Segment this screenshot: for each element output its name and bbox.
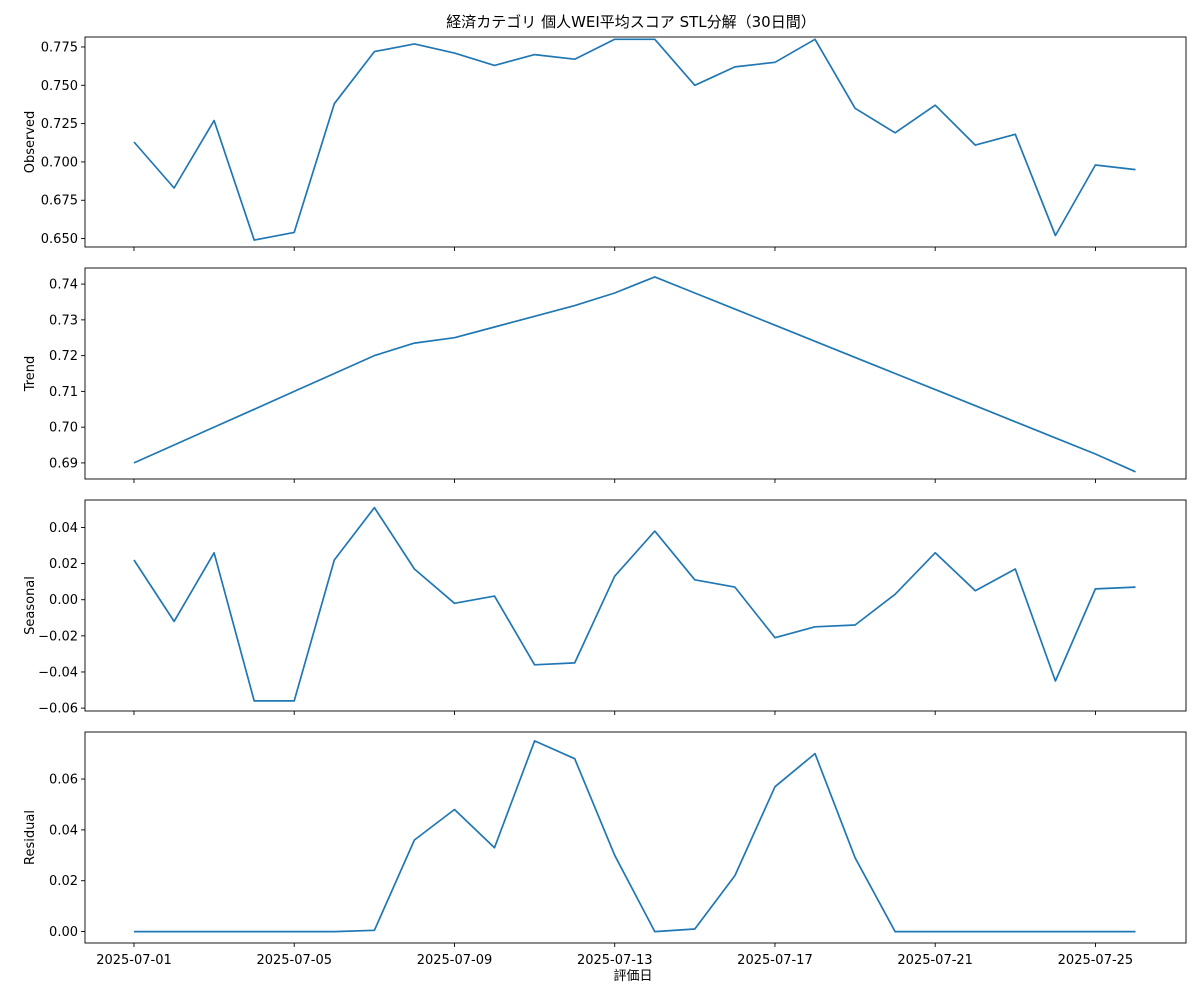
y-axis-label: Seasonal: [23, 576, 38, 635]
y-tick-label: −0.06: [38, 702, 78, 717]
y-axis-label: Residual: [23, 810, 38, 865]
panel-frame: [84, 267, 1187, 480]
y-tick-label: 0.700: [41, 155, 78, 170]
y-tick-label: 0.675: [41, 194, 78, 209]
panel-trend: 0.69 0.70 0.71 0.72 0.73 0.74 Trend: [23, 267, 1187, 483]
y-tick-label: 0.72: [49, 349, 78, 364]
y-tick-label: 0.00: [49, 925, 78, 940]
x-tick-label: 2025-07-05: [256, 953, 332, 968]
y-tick-label: 0.04: [49, 823, 78, 838]
chart-title: 経済カテゴリ 個人WEI平均スコア STL分解（30日間）: [446, 13, 815, 31]
y-tick-label: 0.02: [49, 557, 78, 572]
y-tick-label: 0.725: [41, 117, 78, 132]
y-tick-label: 0.69: [49, 456, 78, 471]
x-tick-label: 2025-07-21: [897, 953, 973, 968]
y-tick-label: 0.775: [41, 40, 78, 55]
panel-frame: [84, 36, 1187, 248]
series-line-seasonal: [133, 506, 1136, 702]
y-axis-label: Trend: [23, 356, 38, 393]
y-tick-label: 0.71: [49, 385, 78, 400]
x-tick-label: 2025-07-01: [96, 953, 172, 968]
y-tick-label: 0.750: [41, 79, 78, 94]
panel-frame: [84, 499, 1187, 712]
series-line-residual: [134, 740, 1136, 933]
x-tick-label: 2025-07-25: [1058, 953, 1134, 968]
x-axis-label: 評価日: [613, 969, 652, 984]
x-tick-label: 2025-07-13: [577, 953, 653, 968]
panel-residual: 0.00 0.02 0.04 0.06 Residual: [23, 731, 1187, 947]
y-tick-label: 0.00: [49, 593, 78, 608]
y-tick-label: 0.02: [49, 874, 78, 889]
panels-group: 0.6500.6750.7000.7250.7500.775Observed0.…: [23, 36, 1187, 968]
y-tick-label: −0.02: [38, 629, 78, 644]
panel-frame: [84, 731, 1187, 944]
x-tick-label: 2025-07-17: [737, 953, 813, 968]
y-tick-label: 0.73: [49, 313, 78, 328]
y-tick-label: −0.04: [38, 665, 78, 680]
series-line-observed: [133, 38, 1136, 241]
y-tick-label: 0.74: [49, 278, 78, 293]
panel-observed: 0.650 0.675 0.700 0.725 0.750 0.775 Observed: [23, 36, 1187, 251]
y-tick-label: 0.70: [49, 421, 78, 436]
series-line-trend: [133, 276, 1136, 473]
y-axis-label: Observed: [23, 111, 38, 174]
y-tick-label: 0.650: [41, 232, 78, 247]
y-tick-label: 0.04: [49, 521, 78, 536]
y-tick-label: 0.06: [49, 773, 78, 788]
panel-seasonal: −0.06 −0.04 −0.02 0.00 0.02 0.04 Seasonal: [23, 499, 1187, 717]
x-tick-label: 2025-07-09: [417, 953, 493, 968]
